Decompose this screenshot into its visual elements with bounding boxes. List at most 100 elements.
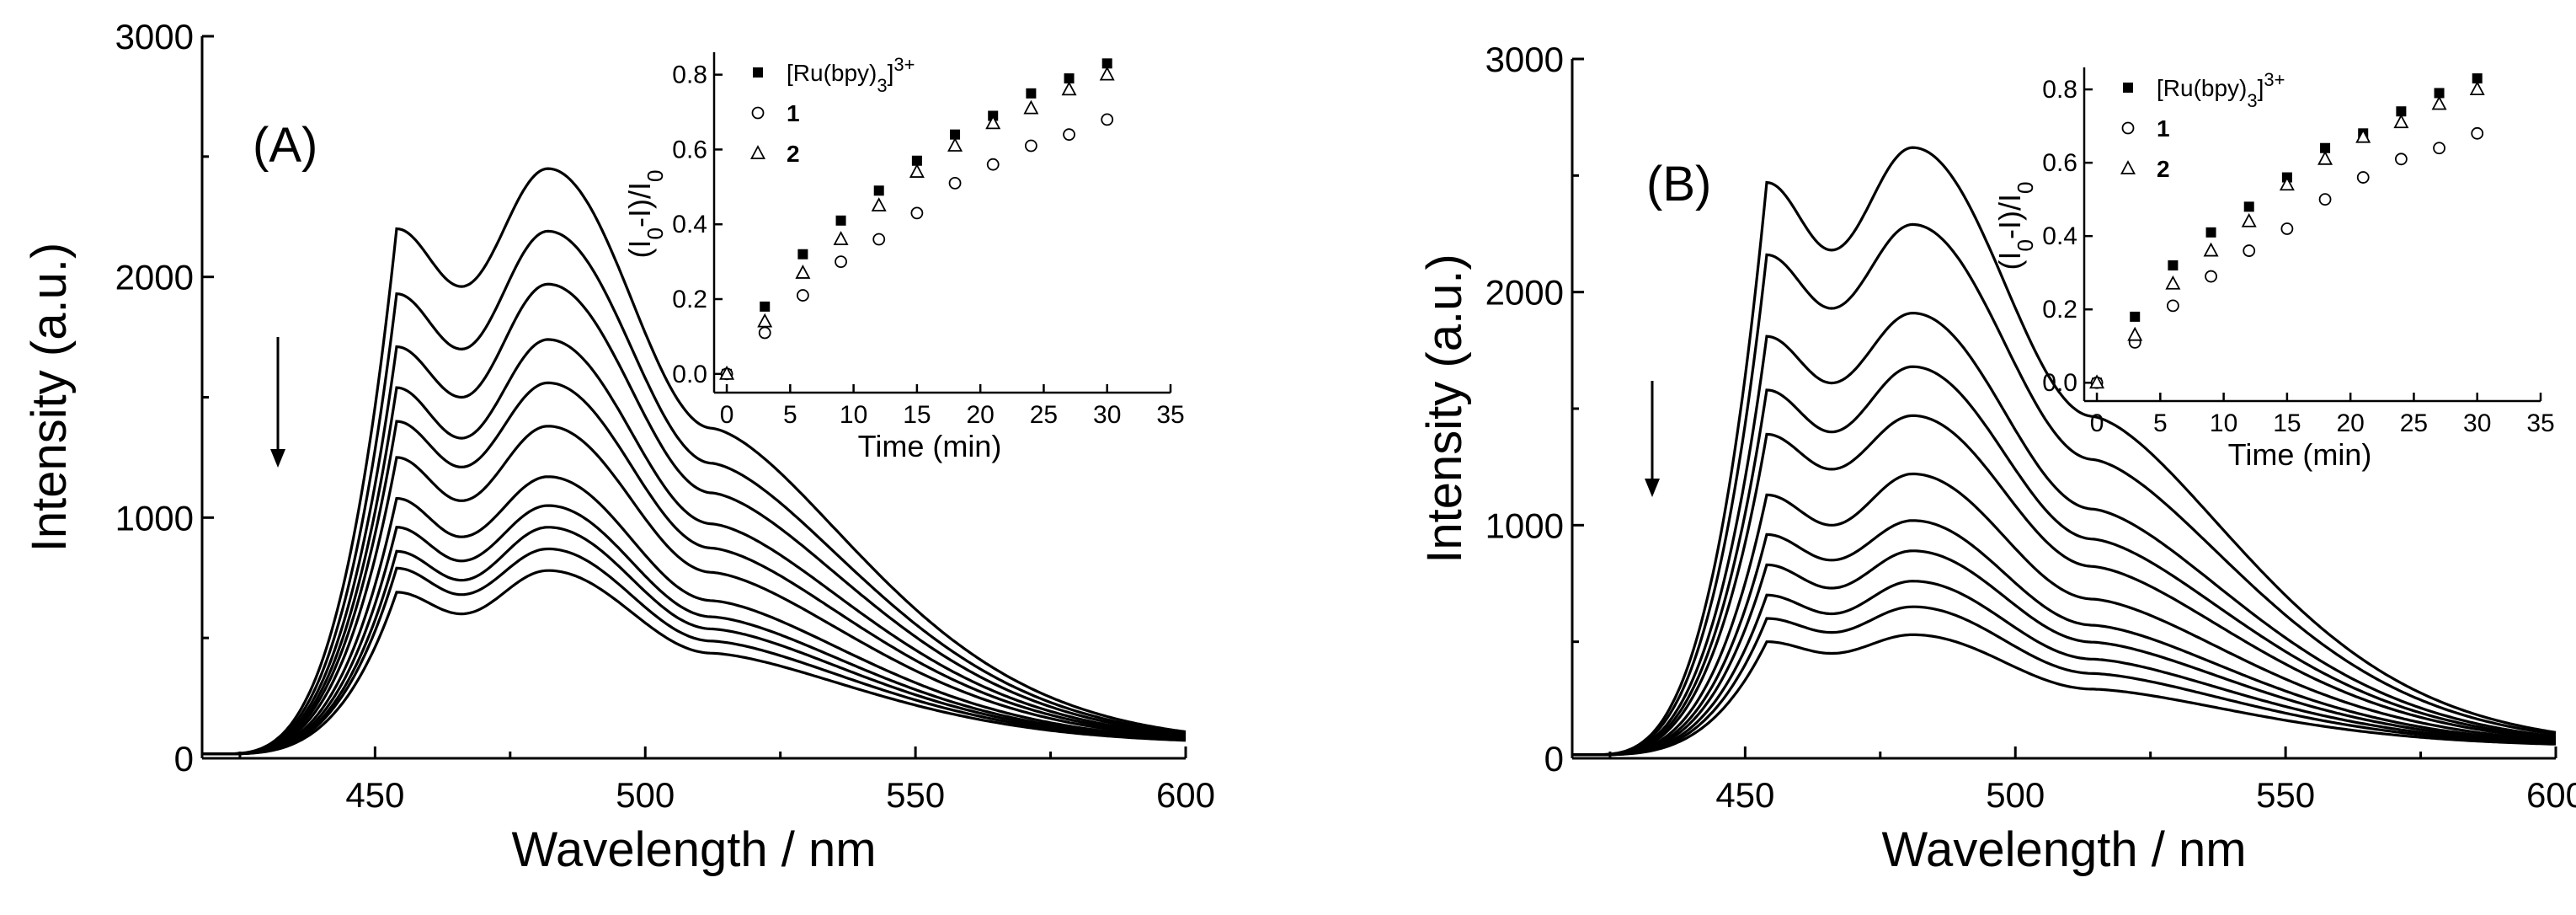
inset-point-circle bbox=[2433, 142, 2445, 155]
inset-y-tick-label: 0.0 bbox=[2042, 369, 2077, 397]
inset-point-triangle bbox=[947, 137, 963, 152]
inset-point-circle bbox=[796, 289, 809, 302]
y-tick-label: 0 bbox=[174, 739, 194, 779]
inset-point-circle bbox=[1024, 139, 1037, 152]
spectrum-line-11 bbox=[1572, 633, 2557, 757]
inset-x-axis-title: Time (min) bbox=[2228, 437, 2372, 472]
inset-y-axis-title: (I0-I)/I0 bbox=[622, 170, 668, 259]
inset-y-tick-label: 0.8 bbox=[672, 62, 707, 89]
subscript: 0 bbox=[2013, 239, 2038, 251]
inset-point-triangle bbox=[2241, 212, 2257, 227]
inset-point-triangle bbox=[1099, 66, 1115, 81]
subscript: 0 bbox=[643, 227, 668, 239]
inset-point-triangle bbox=[719, 365, 735, 380]
spectrum-line-8 bbox=[1572, 549, 2557, 757]
inset-x-tick-label: 30 bbox=[2463, 409, 2491, 437]
inset-point-square bbox=[1101, 58, 1112, 69]
inset-point-circle bbox=[2394, 152, 2408, 166]
inset-x-tick-label: 15 bbox=[903, 401, 931, 429]
spectrum-line-6 bbox=[202, 425, 1187, 756]
text-part: -I)/I bbox=[622, 182, 657, 227]
inset-x-tick-label: 0 bbox=[720, 401, 734, 429]
inset-point-circle bbox=[986, 158, 1000, 171]
inset-point-circle bbox=[910, 206, 924, 220]
inset-background bbox=[2084, 67, 2541, 401]
spectrum-line-4 bbox=[1572, 365, 2557, 757]
inset-x-tick-label: 20 bbox=[2336, 409, 2364, 437]
inset-legend: [Ru(bpy)3]3+ 1 2 bbox=[749, 54, 915, 167]
x-tick-label: 500 bbox=[1986, 775, 2045, 815]
spectrum-line-5 bbox=[202, 381, 1187, 756]
inset-point-triangle bbox=[2317, 150, 2333, 165]
inset-x-tick-label: 30 bbox=[1093, 401, 1121, 429]
inset-background bbox=[714, 52, 1171, 393]
inset-point-square bbox=[760, 301, 771, 312]
inset-y-tick-label: 0.4 bbox=[672, 211, 707, 238]
spectrum-line-9 bbox=[1572, 580, 2557, 757]
inset-point-circle bbox=[2356, 171, 2370, 184]
spectrum-line-6 bbox=[1572, 472, 2557, 757]
superscript: 3+ bbox=[2264, 69, 2285, 90]
inset-point-circle bbox=[758, 326, 771, 340]
inset-y-tick-label: 0.8 bbox=[2042, 76, 2077, 104]
inset-point-square bbox=[2472, 73, 2483, 84]
text-part: [Ru(bpy) bbox=[787, 60, 877, 86]
inset-x-tick-label: 35 bbox=[2526, 409, 2554, 437]
inset-point-circle bbox=[1101, 113, 1114, 126]
spectrum-line-2 bbox=[1572, 222, 2557, 757]
inset-y-tick-label: 0.2 bbox=[672, 286, 707, 313]
x-tick-label: 550 bbox=[2256, 775, 2315, 815]
inset-point-triangle bbox=[2089, 374, 2105, 389]
spectrum-line-11 bbox=[202, 569, 1187, 756]
inset-legend: [Ru(bpy)3]3+ 1 2 bbox=[2120, 69, 2285, 182]
spectrum-line-9 bbox=[202, 526, 1187, 756]
inset-point-circle bbox=[2318, 193, 2332, 206]
inset-x-tick-label: 10 bbox=[2210, 409, 2237, 437]
inset-y-tick-label: 0.6 bbox=[2042, 149, 2077, 177]
y-tick-label: 1000 bbox=[1485, 506, 1564, 545]
legend-label-2: 2 bbox=[2157, 156, 2170, 182]
inset-point-square bbox=[2396, 106, 2407, 117]
y-tick-label: 3000 bbox=[1485, 40, 1564, 79]
inset-point-square bbox=[835, 215, 846, 226]
subscript: 0 bbox=[643, 170, 668, 182]
subscript: 3 bbox=[2247, 90, 2257, 111]
inset-x-tick-label: 0 bbox=[2090, 409, 2104, 437]
text-part: ] bbox=[888, 60, 894, 86]
inset-point-triangle bbox=[757, 313, 773, 328]
inset-x-tick-label: 25 bbox=[2400, 409, 2428, 437]
legend-label-ru-bpy: [Ru(bpy)3]3+ bbox=[787, 54, 915, 96]
x-axis-title: Wavelength / nm bbox=[1881, 822, 2246, 877]
panel-label: (B) bbox=[1646, 157, 1711, 211]
y-axis-title: Intensity (a.u.) bbox=[1417, 254, 1472, 563]
inset-point-square bbox=[797, 249, 808, 260]
spectrum-line-1 bbox=[202, 167, 1187, 756]
x-tick-label: 600 bbox=[2526, 775, 2576, 815]
x-tick-label: 450 bbox=[1715, 775, 1774, 815]
spectrum-line-8 bbox=[202, 504, 1187, 756]
x-axis-title: Wavelength / nm bbox=[511, 822, 876, 877]
decrease-arrow-head bbox=[1645, 479, 1660, 497]
inset-y-tick-label: 0.6 bbox=[672, 136, 707, 163]
inset-x-tick-label: 5 bbox=[2153, 409, 2168, 437]
inset-point-triangle bbox=[909, 163, 925, 178]
spectrum-line-1 bbox=[1572, 146, 2557, 757]
inset-point-circle bbox=[872, 233, 886, 246]
legend-marker-circle bbox=[751, 106, 765, 120]
legend-marker-circle bbox=[2121, 121, 2135, 135]
text-part: (I bbox=[622, 239, 657, 258]
spectrum-line-3 bbox=[1572, 311, 2557, 757]
inset-point-triangle bbox=[2127, 326, 2143, 341]
inset-point-square bbox=[911, 155, 922, 166]
inset-point-triangle bbox=[2355, 128, 2371, 143]
inset-x-tick-label: 25 bbox=[1030, 401, 1058, 429]
inset-point-triangle bbox=[985, 115, 1001, 130]
inset-y-axis-title: (I0-I)/I0 bbox=[1992, 182, 2038, 270]
inset-point-square bbox=[2243, 201, 2254, 212]
panel-label: (A) bbox=[253, 118, 317, 173]
y-tick-label: 1000 bbox=[115, 498, 194, 538]
superscript: 3+ bbox=[893, 54, 915, 75]
